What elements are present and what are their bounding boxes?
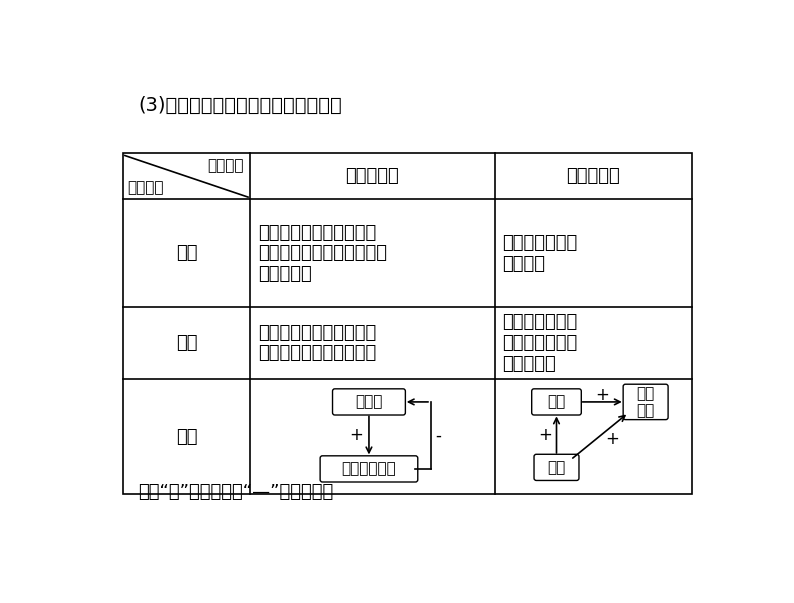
Text: 注：“＋”表示促进，“—”表示抑制。: 注：“＋”表示促进，“—”表示抑制。 [138,483,333,501]
Text: 鱼类
死亡: 鱼类 死亡 [637,386,655,418]
FancyBboxPatch shape [623,384,668,420]
Text: -: - [436,426,441,444]
FancyBboxPatch shape [333,389,406,415]
Text: +: + [538,426,553,444]
Text: +: + [596,386,609,404]
Text: 羊群数量增多: 羊群数量增多 [341,461,396,476]
Text: 是生态系统自我调节能力
的基础，能使生态系统达到
和保持平衡: 是生态系统自我调节能力 的基础，能使生态系统达到 和保持平衡 [258,224,387,283]
Text: 草增多: 草增多 [355,394,383,409]
Text: 作用: 作用 [175,244,197,262]
Text: 加速最初发生变
化的那种成分所
发生的变化: 加速最初发生变 化的那种成分所 发生的变化 [503,313,577,373]
FancyBboxPatch shape [532,389,581,415]
Text: 比较内容: 比较内容 [127,180,164,195]
Text: 水华: 水华 [547,394,565,409]
Text: 使生态系统远离
平衡状态: 使生态系统远离 平衡状态 [503,234,577,273]
Text: 调节方式: 调节方式 [208,158,245,173]
Text: 抑制或减弱最初发生变化
的那种成分所产生的变化: 抑制或减弱最初发生变化 的那种成分所产生的变化 [258,324,376,362]
FancyBboxPatch shape [534,454,579,481]
Text: 正反馈调节: 正反馈调节 [566,167,620,185]
Text: 实例: 实例 [175,428,197,446]
Text: 污染: 污染 [547,460,565,475]
Text: 结果: 结果 [175,334,197,352]
Text: (3)负反馈调节与正反馈调节的比较：: (3)负反馈调节与正反馈调节的比较： [138,95,341,115]
FancyBboxPatch shape [320,456,418,482]
Text: +: + [605,431,619,448]
Text: 负反馈调节: 负反馈调节 [345,167,399,185]
Text: +: + [349,426,364,444]
